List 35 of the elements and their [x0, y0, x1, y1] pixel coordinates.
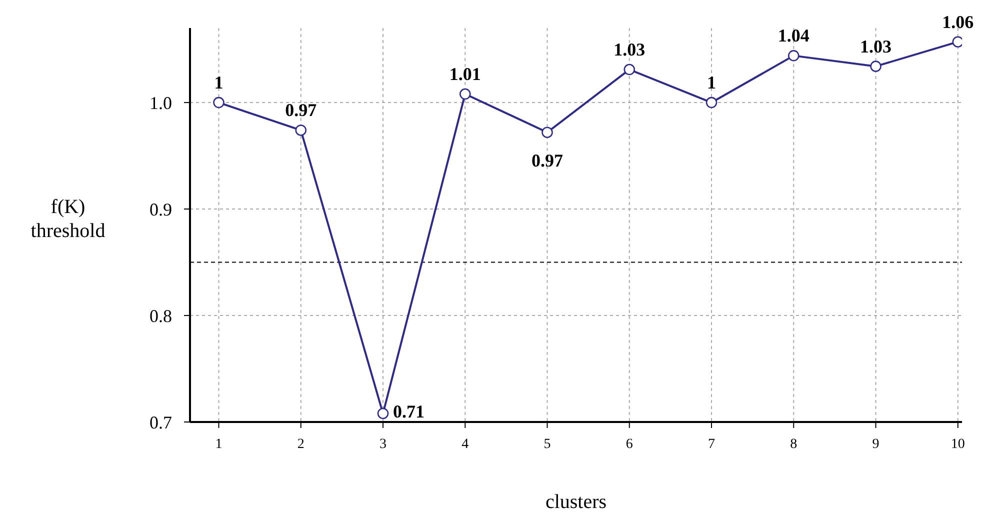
- data-label: 1.01: [449, 64, 481, 84]
- y-axis-title: f(K) threshold: [30, 196, 106, 242]
- y-tick-label: 0.7: [150, 412, 172, 432]
- data-label: 1: [707, 72, 716, 93]
- data-label: 0.97: [285, 100, 317, 120]
- y-tick-label: 0.8: [150, 306, 172, 326]
- x-tick-label: 1: [215, 436, 222, 452]
- x-tick-label: 2: [297, 436, 304, 452]
- x-tick-label: 3: [380, 436, 386, 452]
- data-label: 1: [214, 72, 224, 93]
- data-label: 1.04: [778, 26, 810, 46]
- x-axis-title: clusters: [545, 491, 607, 513]
- x-tick-label: 4: [462, 436, 469, 452]
- point: [788, 50, 800, 62]
- point: [706, 96, 718, 108]
- x-tick-label: 8: [790, 436, 798, 452]
- x-tick-label: 7: [708, 436, 716, 452]
- x-tick-label: 5: [544, 436, 551, 452]
- x-tick-label: 6: [626, 436, 633, 452]
- data-label: 0.71: [393, 402, 424, 422]
- data-label: 1.06: [942, 12, 974, 32]
- x-tick-label: 10: [950, 436, 965, 452]
- point: [377, 408, 389, 420]
- point: [870, 60, 882, 72]
- x-tick-label: 9: [872, 436, 880, 452]
- point: [213, 96, 224, 108]
- point: [459, 88, 471, 100]
- y-tick-label: 1.0: [150, 92, 172, 113]
- point: [624, 64, 636, 76]
- point: [295, 124, 307, 136]
- data-label: 0.97: [532, 150, 564, 170]
- data-label: 1.03: [614, 40, 646, 60]
- data-label: 1.03: [860, 36, 892, 56]
- y-tick-label: 0.9: [150, 199, 172, 220]
- point: [542, 126, 553, 138]
